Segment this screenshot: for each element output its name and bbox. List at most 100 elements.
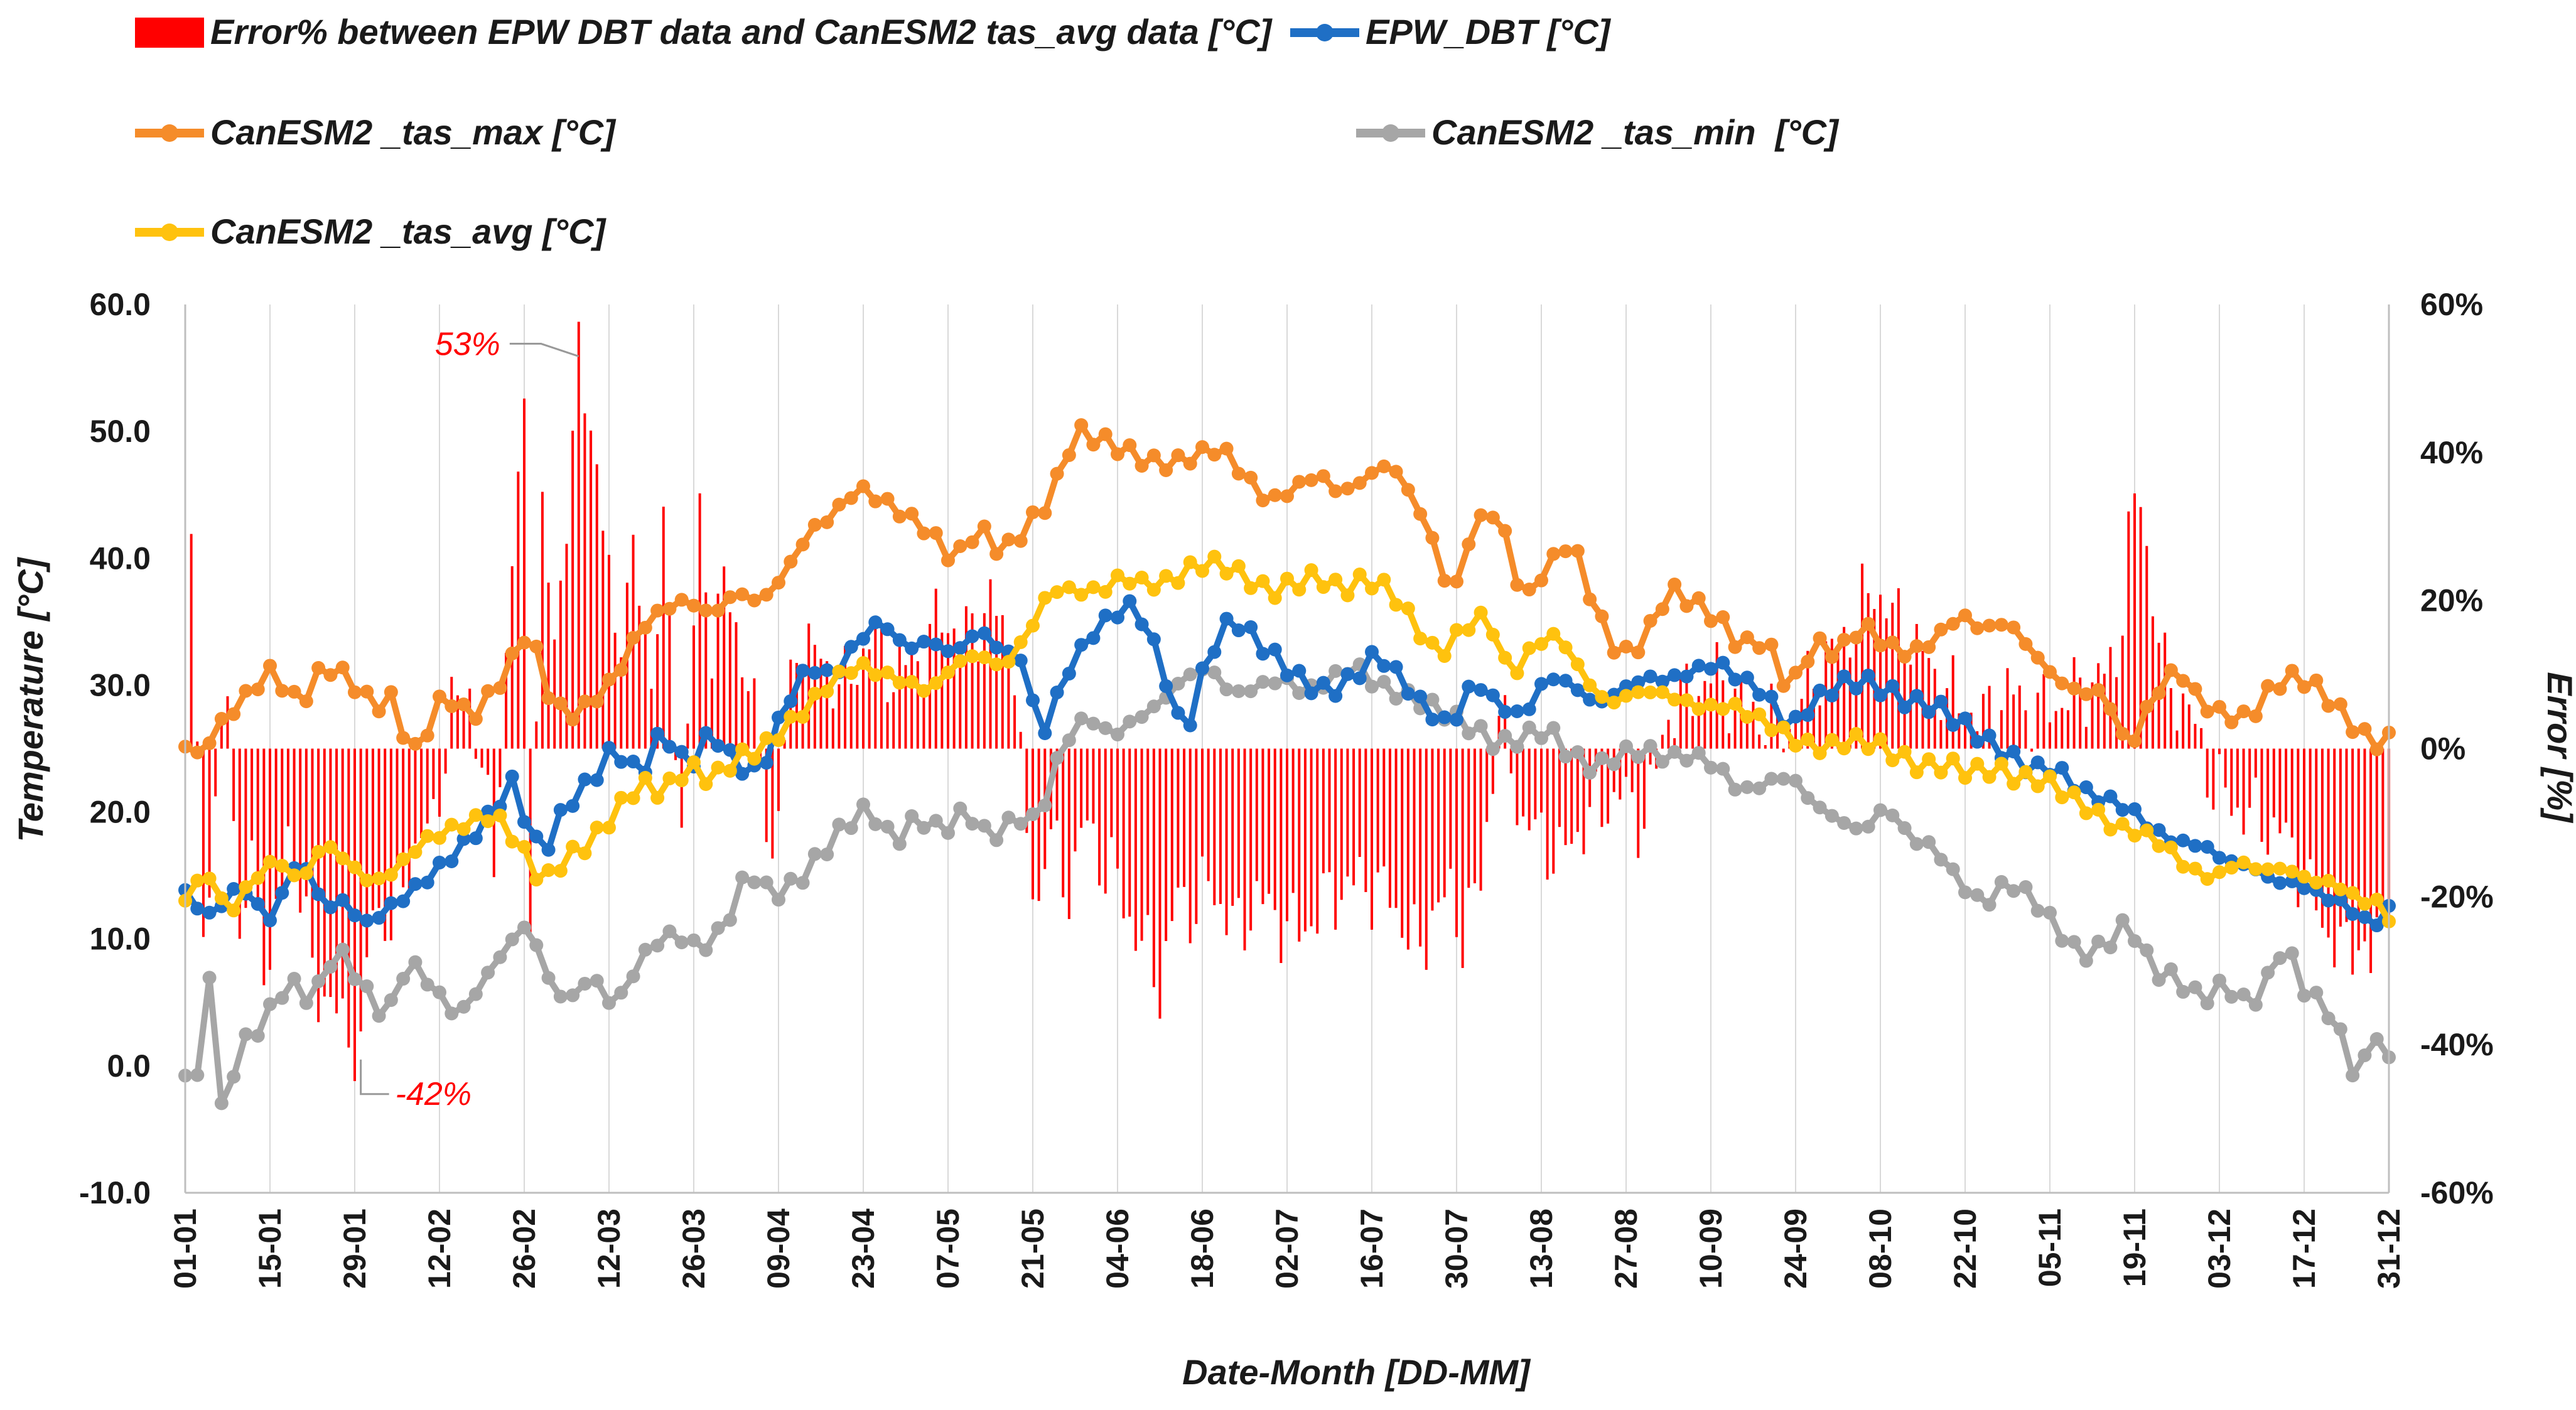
data-point — [1316, 469, 1330, 483]
error-bar — [964, 606, 967, 749]
data-point — [372, 911, 386, 925]
x-tick-label: 26-02 — [507, 1208, 542, 1289]
data-point — [772, 576, 785, 590]
error-bar — [2000, 710, 2003, 749]
data-point — [868, 817, 883, 831]
data-point — [2030, 903, 2045, 918]
data-point — [784, 694, 798, 708]
data-point — [844, 491, 858, 505]
data-point — [420, 829, 434, 843]
data-point — [614, 790, 628, 805]
x-tick-label: 12-03 — [591, 1208, 627, 1289]
data-point — [396, 852, 411, 866]
error-bar — [625, 583, 628, 749]
data-point — [2321, 873, 2336, 888]
data-point — [1159, 569, 1173, 583]
data-point — [1256, 574, 1270, 588]
data-point — [2333, 1022, 2347, 1036]
data-point — [1668, 668, 1682, 682]
error-bar — [880, 628, 883, 749]
data-point — [2321, 699, 2336, 713]
error-bar — [2139, 507, 2142, 749]
error-bar — [783, 740, 786, 749]
error-bar — [202, 748, 205, 937]
data-point — [844, 666, 858, 681]
data-point — [892, 633, 907, 647]
data-point — [553, 989, 568, 1004]
data-point — [1764, 689, 1779, 704]
error-bar — [2061, 708, 2064, 749]
data-point — [1377, 675, 1391, 689]
error-bar — [644, 633, 647, 749]
error-bar — [220, 714, 223, 749]
data-point — [844, 640, 858, 654]
data-point — [1389, 691, 1403, 706]
data-point — [1789, 773, 1803, 788]
data-point — [711, 760, 725, 775]
data-point — [795, 664, 810, 678]
data-point — [2212, 865, 2226, 880]
data-point — [2200, 996, 2214, 1011]
data-point — [1425, 713, 1440, 727]
legend-marker-tasmax — [161, 124, 178, 142]
data-point — [929, 814, 943, 828]
data-point — [880, 492, 895, 506]
data-point — [1704, 697, 1718, 712]
data-point — [820, 847, 834, 861]
data-point — [1728, 640, 1742, 654]
data-point — [360, 684, 374, 699]
error-bar — [1800, 699, 1803, 749]
error-bar — [1552, 748, 1555, 874]
data-point — [1668, 577, 1682, 591]
data-point — [1038, 726, 1052, 740]
data-point — [2333, 882, 2347, 896]
data-point — [1885, 679, 1900, 693]
data-point — [1001, 655, 1016, 669]
y-axis-right-title: Error [%] — [2540, 672, 2576, 824]
data-point — [892, 675, 907, 690]
error-bar — [746, 691, 750, 749]
data-point — [1740, 630, 1754, 645]
data-point — [1231, 623, 1246, 638]
x-axis-title: Date-Month [DD-MM] — [1182, 1352, 1531, 1392]
data-point — [1195, 564, 1209, 578]
data-point — [275, 684, 289, 698]
data-point — [517, 815, 531, 829]
data-point — [1958, 771, 1972, 785]
data-point — [1038, 506, 1052, 520]
error-bar — [2381, 748, 2385, 908]
data-point — [772, 733, 785, 747]
x-tick-label: 27-08 — [1609, 1208, 1644, 1289]
data-point — [638, 620, 652, 635]
data-point — [481, 804, 495, 819]
data-point — [1958, 711, 1972, 726]
data-point — [287, 684, 301, 699]
data-point — [626, 630, 640, 645]
data-point — [1111, 610, 1124, 625]
error-bar — [1667, 719, 1670, 749]
error-bar — [2309, 748, 2312, 859]
data-point — [1570, 745, 1585, 760]
data-point — [214, 891, 229, 905]
data-point — [759, 875, 773, 890]
data-point — [1946, 718, 1960, 732]
x-tick-label: 08-10 — [1863, 1208, 1898, 1289]
error-bar — [456, 695, 459, 749]
data-point — [1207, 645, 1222, 659]
data-point — [1861, 742, 1875, 756]
data-point — [1026, 807, 1040, 821]
data-point — [1219, 566, 1234, 581]
data-point — [529, 938, 544, 952]
data-point — [1922, 640, 1936, 654]
x-tick-label: 03-12 — [2202, 1208, 2237, 1289]
data-point — [1474, 508, 1488, 522]
error-bar — [1183, 748, 1186, 887]
data-point — [1764, 637, 1779, 652]
data-point — [372, 871, 386, 886]
data-point — [1038, 798, 1052, 812]
data-point — [1062, 580, 1076, 595]
data-point — [1123, 438, 1137, 453]
data-point — [1256, 647, 1270, 661]
error-bar — [480, 748, 483, 768]
